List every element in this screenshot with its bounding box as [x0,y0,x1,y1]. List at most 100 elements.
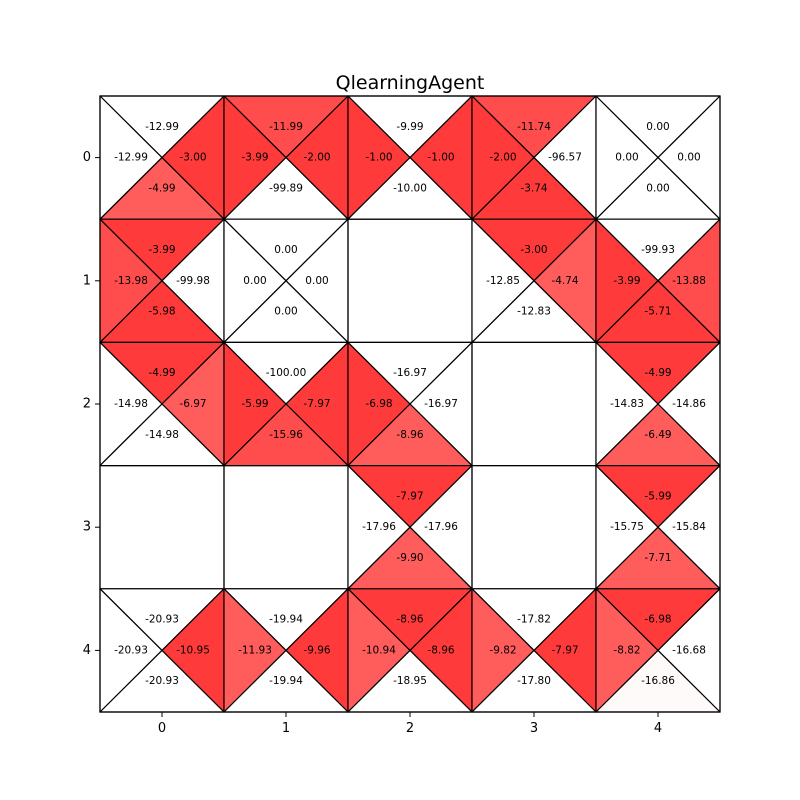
q-value-label-left: -14.83 [610,398,644,410]
q-value-label-top: -4.99 [644,367,671,379]
q-value-label-bottom: -7.71 [644,552,671,564]
grid-cell-r0-c1: -11.99 -3.99 -2.00 -99.89 [223,95,349,220]
q-value-label-bottom: -99.89 [269,182,303,194]
q-value-label-bottom: -17.80 [517,675,551,687]
q-value-label-top: -4.99 [148,367,175,379]
y-tick-label: 2 [83,397,91,412]
y-tick-label: 0 [83,150,91,165]
q-value-label-left: -14.98 [114,398,148,410]
grid-cell-r2-c2: -16.97 -6.98 -16.97 -8.96 [347,341,473,467]
grid-cell-r1-c2 [347,218,473,343]
q-value-label-bottom: -9.90 [396,552,423,564]
q-value-label-top: -7.97 [396,490,423,502]
q-value-label-top: -20.93 [145,614,179,626]
grid-cell-r4-c3: -17.82 -9.82 -7.97 -17.80 [471,588,597,713]
q-value-label-left: -9.82 [489,644,516,656]
q-value-label-left: -12.99 [114,152,148,164]
q-value-label-bottom: -6.49 [644,429,671,441]
q-value-label-right: -15.84 [672,521,706,533]
q-value-label-top: -11.74 [517,121,551,133]
q-value-label-right: -4.74 [551,275,578,287]
q-value-label-top: -3.00 [520,244,547,256]
grid-cell-r4-c2: -8.96 -10.94 -8.96 -18.95 [347,588,473,713]
q-value-label-top: -12.99 [145,121,179,133]
q-value-label-right: -6.97 [179,398,206,410]
q-value-label-left: 0.00 [243,275,266,287]
q-value-label-right: -17.96 [424,521,458,533]
q-value-label-bottom: 0.00 [646,182,669,194]
q-value-label-left: -20.93 [114,644,148,656]
grid-cell-r3-c3 [471,465,597,590]
q-value-label-right: -9.96 [303,644,330,656]
x-tick-label: 2 [406,721,414,736]
q-value-label-right: -8.96 [427,644,454,656]
grid-cell-r4-c0: -20.93 -20.93 -10.95 -20.93 [99,588,225,713]
q-value-label-right: -2.00 [303,152,330,164]
q-value-label-top: -100.00 [266,367,307,379]
q-value-label-left: -3.99 [241,152,268,164]
q-value-label-top: -99.93 [641,244,675,256]
q-value-label-top: -9.99 [396,121,423,133]
wall-cell [223,465,349,590]
q-value-label-right: -14.86 [672,398,706,410]
q-value-label-right: 0.00 [305,275,328,287]
grid-cell-r0-c0: -12.99 -12.99 -3.00 -4.99 [99,95,225,220]
grid-cell-r4-c1: -19.94 -11.93 -9.96 -19.94 [223,588,349,713]
cells-layer: -12.99 -12.99 -3.00 -4.99 -11.99 -3.99 -2.00 -9… [99,95,721,713]
grid-cell-r3-c1 [223,465,349,590]
grid-cell-r3-c2: -7.97 -17.96 -17.96 -9.90 [347,465,473,590]
wall-cell [99,465,225,590]
grid-cell-r1-c0: -3.99 -13.98 -99.98 -5.98 [99,218,225,343]
q-value-label-right: -99.98 [176,275,210,287]
q-value-label-bottom: 0.00 [274,306,297,318]
wall-cell [471,341,597,467]
q-value-label-bottom: -10.00 [393,182,427,194]
q-value-label-right: -3.00 [179,152,206,164]
q-value-label-bottom: -8.96 [396,429,423,441]
grid-cell-r2-c1: -100.00 -5.99 -7.97 -15.96 [223,341,349,467]
q-value-label-bottom: -18.95 [393,675,427,687]
q-value-label-top: -3.99 [148,244,175,256]
y-tick-label: 3 [83,520,91,535]
grid-cell-r3-c4: -5.99 -15.75 -15.84 -7.71 [595,465,721,590]
x-tick-label: 3 [530,721,538,736]
q-value-label-left: 0.00 [615,152,638,164]
q-value-label-bottom: -16.86 [641,675,675,687]
q-value-label-left: -11.93 [238,644,272,656]
grid-cell-r0-c3: -11.74 -2.00 -96.57 -3.74 [471,95,597,220]
q-value-label-top: -6.98 [644,614,671,626]
q-value-label-bottom: -12.83 [517,306,551,318]
q-value-label-left: -15.75 [610,521,644,533]
q-value-label-top: -16.97 [393,367,427,379]
x-axis: 0 1 2 3 4 [158,712,662,736]
grid-cell-r4-c4: -6.98 -8.82 -16.68 -16.86 [595,588,721,713]
q-value-label-bottom: -14.98 [145,429,179,441]
q-value-label-left: -17.96 [362,521,396,533]
grid-cell-r1-c1: 0.00 0.00 0.00 0.00 [223,218,349,343]
wall-cell [471,465,597,590]
grid-cell-r2-c3 [471,341,597,467]
q-value-label-left: -2.00 [489,152,516,164]
q-value-label-bottom: -4.99 [148,182,175,194]
grid-cell-r2-c0: -4.99 -14.98 -6.97 -14.98 [99,341,225,467]
q-value-label-left: -8.82 [613,644,640,656]
q-value-label-bottom: -5.71 [644,306,671,318]
chart-title: QlearningAgent [336,72,485,94]
x-tick-label: 0 [158,721,166,736]
q-value-label-left: -5.99 [241,398,268,410]
x-tick-label: 1 [282,721,290,736]
y-tick-label: 4 [83,643,91,658]
q-value-label-left: -6.98 [365,398,392,410]
grid-cell-r2-c4: -4.99 -14.83 -14.86 -6.49 [595,341,721,467]
q-value-label-top: 0.00 [274,244,297,256]
q-value-label-bottom: -15.96 [269,429,303,441]
x-tick-label: 4 [654,721,662,736]
q-value-label-bottom: -5.98 [148,306,175,318]
q-value-label-left: -1.00 [365,152,392,164]
q-value-label-top: -8.96 [396,614,423,626]
q-value-label-right: -13.88 [672,275,706,287]
q-value-label-right: -1.00 [427,152,454,164]
q-value-label-right: -16.97 [424,398,458,410]
q-value-label-right: -7.97 [303,398,330,410]
